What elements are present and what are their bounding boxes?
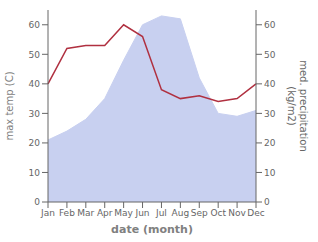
svg-text:60: 60 xyxy=(29,20,41,30)
svg-text:20: 20 xyxy=(29,138,41,148)
svg-text:Jun: Jun xyxy=(135,208,150,218)
svg-text:40: 40 xyxy=(29,79,41,89)
svg-text:Jan: Jan xyxy=(40,208,55,218)
svg-text:0: 0 xyxy=(34,197,40,207)
svg-text:Sep: Sep xyxy=(191,208,208,218)
svg-text:Feb: Feb xyxy=(59,208,75,218)
svg-text:Dec: Dec xyxy=(247,208,264,218)
svg-text:50: 50 xyxy=(29,50,41,60)
svg-text:date (month): date (month) xyxy=(111,223,193,236)
svg-text:10: 10 xyxy=(29,168,41,178)
svg-text:Nov: Nov xyxy=(228,208,246,218)
svg-text:max temp (C): max temp (C) xyxy=(8,71,15,140)
svg-text:40: 40 xyxy=(264,79,276,89)
svg-text:Jul: Jul xyxy=(155,208,167,218)
svg-text:med. precipitation(kg/m2): med. precipitation(kg/m2) xyxy=(287,60,310,152)
svg-text:50: 50 xyxy=(264,50,276,60)
svg-text:0: 0 xyxy=(264,197,270,207)
svg-text:Oct: Oct xyxy=(210,208,226,218)
svg-text:30: 30 xyxy=(264,109,276,119)
svg-text:10: 10 xyxy=(264,168,276,178)
svg-text:Aug: Aug xyxy=(172,208,190,218)
svg-text:30: 30 xyxy=(29,109,41,119)
svg-text:20: 20 xyxy=(264,138,276,148)
svg-text:Apr: Apr xyxy=(97,208,113,218)
svg-text:60: 60 xyxy=(264,20,276,30)
svg-text:Mar: Mar xyxy=(77,208,94,218)
svg-text:May: May xyxy=(114,208,133,218)
